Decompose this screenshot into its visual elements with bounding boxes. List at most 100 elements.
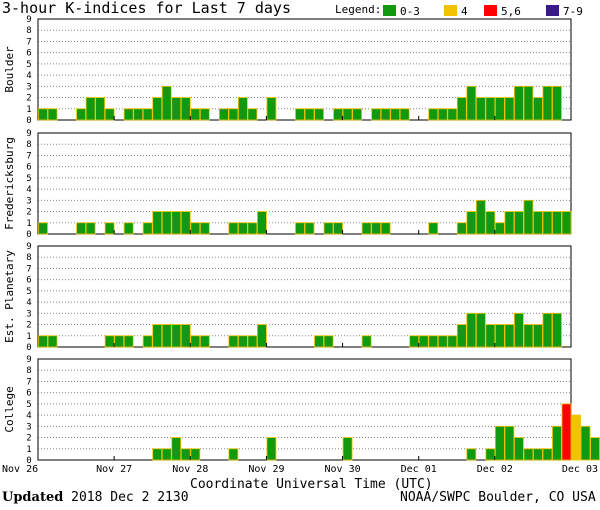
k-index-bar <box>456 324 467 348</box>
k-index-bar <box>466 211 477 235</box>
k-index-bar <box>533 97 543 121</box>
k-index-bar <box>552 425 562 461</box>
y-tick-label: 0 <box>26 116 31 126</box>
legend-item-label: 7-9 <box>563 5 583 18</box>
k-index-bar <box>133 108 144 121</box>
k-index-bar <box>228 335 239 348</box>
y-tick-label: 4 <box>26 185 31 195</box>
k-index-bar <box>371 222 382 235</box>
k-index-bar <box>180 448 191 461</box>
y-tick-label: 6 <box>26 389 31 399</box>
k-index-bar <box>104 222 115 235</box>
k-index-bar <box>152 324 163 348</box>
k-index-bar <box>542 312 553 348</box>
y-tick-label: 9 <box>26 242 31 252</box>
k-index-bar <box>428 222 439 235</box>
k-index-bar <box>76 222 86 235</box>
k-index-bar <box>533 448 543 461</box>
k-index-bar <box>190 448 201 461</box>
panel-label: Est. Planetary <box>3 250 16 343</box>
k-index-bar <box>104 335 115 348</box>
k-index-bar <box>142 335 153 348</box>
k-index-bar <box>142 108 153 121</box>
y-tick-label: 7 <box>26 37 31 47</box>
k-index-bar <box>161 324 172 348</box>
k-index-bar <box>504 324 515 348</box>
k-index-bar <box>552 85 562 121</box>
k-index-bar <box>180 97 191 121</box>
k-index-bar <box>571 414 581 461</box>
y-tick-label: 1 <box>26 332 31 342</box>
k-index-bar <box>428 108 439 121</box>
y-tick-label: 7 <box>26 151 31 161</box>
y-tick-label: 5 <box>26 287 31 297</box>
k-index-bar <box>428 335 439 348</box>
k-index-bar <box>533 324 543 348</box>
panel-label: Boulder <box>3 46 16 93</box>
updated-value: 2018 Dec 2 2130 <box>71 490 189 505</box>
k-index-bar <box>542 448 553 461</box>
y-tick-label: 8 <box>26 253 31 263</box>
k-index-bar <box>437 108 448 121</box>
k-index-bar <box>456 222 467 235</box>
k-index-bar <box>104 108 115 121</box>
y-tick-label: 0 <box>26 230 31 240</box>
x-tick-label: Nov 27 <box>96 464 132 475</box>
k-index-bar <box>114 335 125 348</box>
k-index-bar <box>95 97 106 121</box>
k-index-bar <box>561 403 572 461</box>
x-tick-label: Dec 01 <box>401 464 437 475</box>
legend-swatch <box>383 5 396 16</box>
k-index-bar <box>399 108 410 121</box>
x-tick-label: Nov 30 <box>325 464 361 475</box>
k-index-bar <box>85 222 96 235</box>
k-index-bar <box>523 324 534 348</box>
k-index-bar <box>257 211 267 235</box>
k-index-bar <box>494 97 505 121</box>
y-tick-label: 8 <box>26 366 31 376</box>
y-tick-label: 9 <box>26 355 31 365</box>
k-index-bar <box>523 199 534 235</box>
k-index-bar <box>295 108 305 121</box>
k-index-bar <box>123 108 134 121</box>
k-index-bar <box>247 222 258 235</box>
k-index-bar <box>295 222 305 235</box>
k-index-bar <box>228 222 239 235</box>
k-index-bar <box>352 108 363 121</box>
k-index-bar <box>333 108 343 121</box>
y-tick-label: 2 <box>26 208 31 218</box>
k-index-bar <box>513 312 524 348</box>
k-index-bar <box>380 108 391 121</box>
x-tick-label: Nov 28 <box>172 464 208 475</box>
k-index-bar <box>475 199 486 235</box>
k-index-bar <box>447 108 458 121</box>
k-index-bar <box>333 222 343 235</box>
y-tick-label: 8 <box>26 140 31 150</box>
legend-swatch <box>484 5 497 16</box>
y-tick-label: 3 <box>26 422 31 432</box>
x-tick-label: Nov 26 <box>2 464 38 475</box>
k-index-bar <box>190 108 201 121</box>
k-index-bar <box>380 222 391 235</box>
k-index-bar <box>38 108 48 121</box>
k-index-bar <box>504 97 515 121</box>
k-index-bar <box>171 211 182 235</box>
k-index-bar <box>371 108 382 121</box>
k-index-bar <box>552 312 562 348</box>
x-axis-title: Coordinate Universal Time (UTC) <box>190 477 433 492</box>
k-index-bar <box>237 335 248 348</box>
k-index-bar <box>190 222 201 235</box>
k-index-bar <box>199 335 210 348</box>
k-index-bar <box>361 222 372 235</box>
k-index-bar <box>323 222 334 235</box>
y-tick-label: 1 <box>26 445 31 455</box>
k-index-bar <box>76 108 86 121</box>
k-index-bar <box>152 97 163 121</box>
chart-title: 3-hour K-indices for Last 7 days <box>2 0 291 17</box>
panel-label: Fredericksburg <box>3 137 16 230</box>
y-tick-label: 0 <box>26 343 31 353</box>
k-index-bar <box>437 335 448 348</box>
y-tick-label: 2 <box>26 434 31 444</box>
k-index-bar <box>513 85 524 121</box>
